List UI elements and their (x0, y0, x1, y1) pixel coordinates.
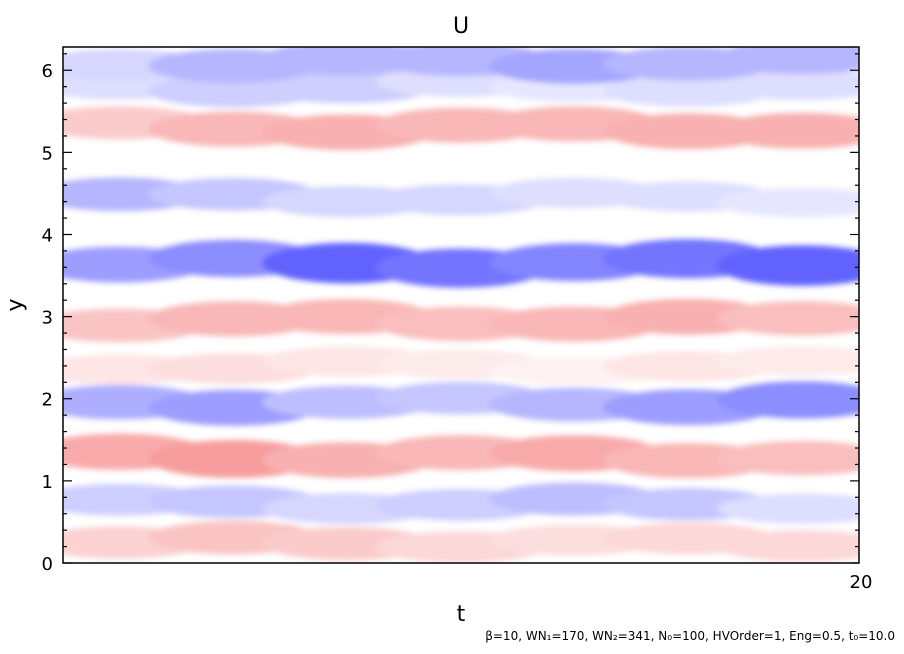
y-tick-label: 3 (42, 308, 53, 329)
y-tick-label: 0 (42, 554, 53, 575)
x-axis-label: t (457, 602, 466, 627)
y-tick-label: 6 (42, 61, 53, 82)
y-axis-label: y (3, 298, 28, 311)
heatmap-cell (716, 493, 859, 524)
y-tick-label: 5 (42, 143, 53, 164)
plot-frame (62, 46, 860, 564)
y-tick-label: 4 (42, 225, 53, 246)
heatmap-area (63, 47, 859, 563)
heatmap-cell (716, 346, 859, 376)
y-tick-label: 1 (42, 472, 53, 493)
axis-ticks: 0 1 2 3 4 5 6 20 (42, 53, 873, 593)
y-tick-label: 2 (42, 390, 53, 411)
heatmap-cell (716, 301, 859, 336)
heatmap-cell (716, 69, 859, 101)
heatmap-cell (716, 112, 859, 149)
heatmap-cell (716, 440, 859, 476)
heatmap-cell (716, 530, 859, 562)
heatmap-cell (716, 187, 859, 218)
x-tick-label: 20 (850, 572, 873, 593)
heatmap-cell (716, 381, 859, 419)
parameters-caption: β=10, WN₁=170, WN₂=341, N₀=100, HVOrder=… (485, 629, 895, 643)
heatmap-bands (63, 47, 859, 563)
chart-title: U (453, 14, 469, 39)
heatmap-cell (716, 47, 859, 75)
heatmap-cell (716, 245, 859, 286)
